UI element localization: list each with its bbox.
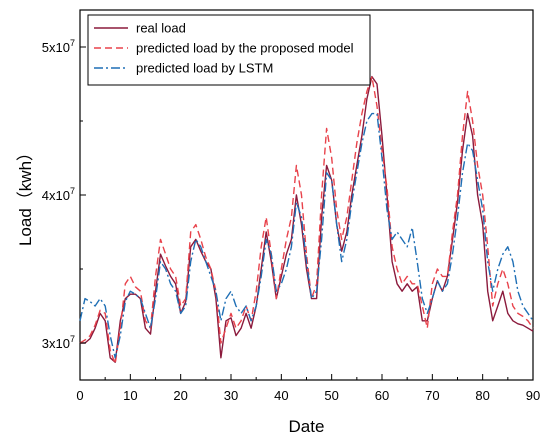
- legend-label: predicted load by the proposed model: [136, 41, 354, 56]
- y-tick-exponent: 7: [70, 38, 75, 48]
- series-layer: [79, 75, 534, 365]
- x-tick-label: 90: [526, 388, 540, 403]
- y-tick-label: 4x107: [42, 186, 75, 203]
- x-axis-label: Date: [289, 417, 325, 436]
- y-tick-label: 3x107: [42, 334, 75, 351]
- legend: real load predicted load by the proposed …: [87, 14, 371, 86]
- x-tick-label: 10: [123, 388, 137, 403]
- legend-box: [87, 14, 371, 86]
- legend-label: real load: [136, 21, 186, 36]
- y-tick-label: 5x107: [42, 38, 75, 55]
- x-tick-label: 30: [224, 388, 238, 403]
- x-tick-label: 80: [475, 388, 489, 403]
- x-tick-label: 0: [76, 388, 83, 403]
- series-line-2: [79, 75, 534, 365]
- series-line-3: [79, 112, 534, 359]
- x-tick-label: 60: [375, 388, 389, 403]
- y-tick-exponent: 7: [70, 334, 75, 344]
- y-tick-base: 3x10: [42, 336, 70, 351]
- x-tick-label: 40: [274, 388, 288, 403]
- series-line-1: [80, 75, 534, 363]
- y-tick-exponent: 7: [70, 186, 75, 196]
- x-tick-label: 20: [173, 388, 187, 403]
- x-tick-label: 50: [324, 388, 338, 403]
- legend-label: predicted load by LSTM: [136, 61, 273, 76]
- x-tick-label: 70: [425, 388, 439, 403]
- y-tick-base: 4x10: [42, 188, 70, 203]
- y-tick-base: 5x10: [42, 40, 70, 55]
- x-axis: 0 10 20 30 40 50 60 70 80 90: [76, 374, 540, 403]
- y-axis-label: Load（kwh）: [16, 144, 35, 246]
